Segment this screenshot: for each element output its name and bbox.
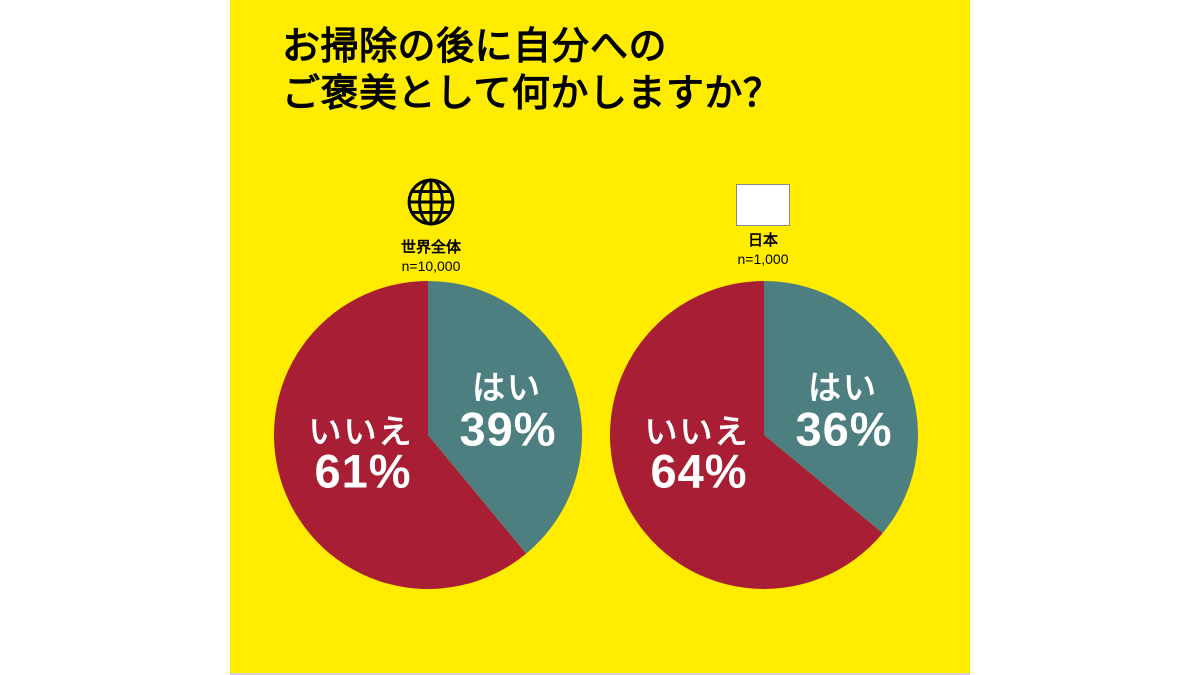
page-title: お掃除の後に自分への ご褒美として何かしますか？: [282, 24, 781, 118]
world-yes-slice-value: 39%: [459, 402, 557, 456]
pie-slice-はい: [764, 281, 918, 534]
pie-slice-はい: [428, 281, 582, 554]
world-pie-chart: はい 39% いいえ 61%: [274, 281, 582, 589]
globe-icon: [401, 176, 461, 233]
world-no-slice-value: 61%: [314, 444, 412, 498]
japan-yes-slice-value: 36%: [795, 402, 893, 456]
japan-yes-slice-label: はい: [808, 369, 878, 406]
page-title-line2: ご褒美として何かしますか？: [282, 73, 782, 115]
world-yes-slice-label: はい: [472, 369, 542, 406]
japan-sample-size: n=1,000: [737, 251, 789, 267]
world-label: 世界全体: [400, 239, 462, 256]
japan-label: 日本: [747, 232, 778, 249]
world-no-slice-label: いいえ: [308, 413, 414, 450]
world-pie-svg: [274, 281, 582, 589]
japan-flag-icon: [736, 184, 790, 226]
bottom-divider: [230, 673, 970, 675]
japan-chart-header: 日本 n=1,000: [736, 184, 790, 267]
japan-pie-chart: はい 36% いいえ 64%: [610, 281, 918, 589]
yellow-panel: お掃除の後に自分への ご褒美として何かしますか？ 世界全体 n=10,000: [230, 0, 970, 675]
japan-pie-svg: [610, 281, 918, 589]
pie-slice-いいえ: [274, 281, 527, 589]
page-title-line1: お掃除の後に自分への: [282, 26, 668, 68]
japan-no-slice-label: いいえ: [644, 413, 750, 450]
pie-slice-いいえ: [610, 281, 883, 589]
world-chart-header: 世界全体 n=10,000: [401, 176, 461, 274]
japan-no-slice-value: 64%: [650, 444, 748, 498]
world-sample-size: n=10,000: [401, 258, 461, 274]
